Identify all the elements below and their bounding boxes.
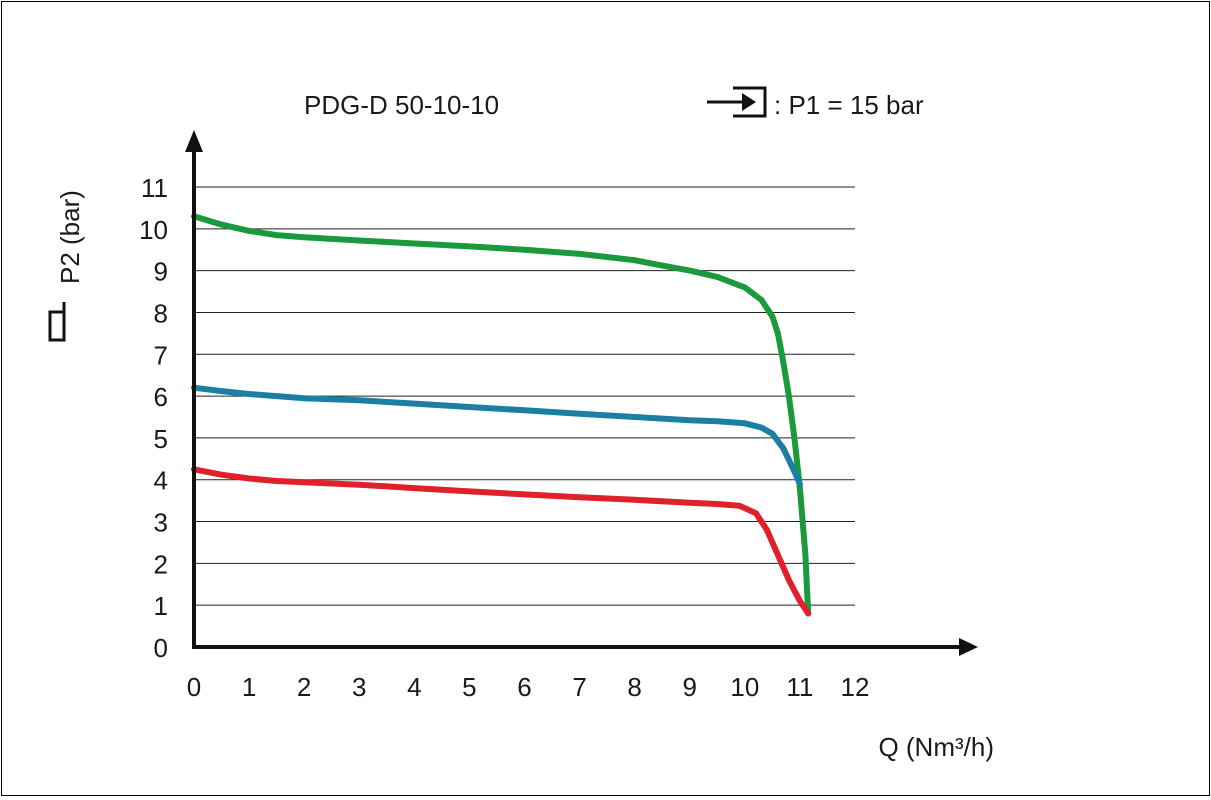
x-axis-title: Q (Nm³/h) [878, 732, 994, 762]
y-tick-label: 7 [154, 340, 168, 370]
y-tick-label: 11 [141, 173, 168, 203]
x-tick-label: 2 [297, 672, 311, 702]
x-tick-label: 3 [352, 672, 366, 702]
y-tick-label: 8 [154, 298, 168, 328]
y-tick-label: 9 [154, 257, 168, 287]
x-tick-label: 6 [517, 672, 531, 702]
axes [185, 130, 978, 656]
y-tick-label: 10 [139, 215, 168, 245]
y-tick-label: 6 [154, 382, 168, 412]
inlet-arrow-icon [707, 86, 767, 118]
x-tick-label: 11 [786, 672, 813, 702]
y-tick-label: 3 [154, 508, 168, 538]
series-line-3 [191, 466, 812, 617]
x-axis-arrow-icon [959, 638, 978, 656]
y-tick-label: 0 [154, 633, 168, 663]
inlet-condition: : P1 = 15 bar [774, 90, 924, 120]
x-tick-label: 12 [841, 672, 870, 702]
series-line-1 [191, 213, 812, 617]
x-tick-label: 8 [627, 672, 641, 702]
chart-title: PDG-D 50-10-10 [304, 90, 499, 120]
x-tick-label: 1 [242, 672, 256, 702]
y-axis-title: P2 (bar) [55, 190, 85, 284]
x-tick-label: 9 [683, 672, 697, 702]
y-tick-label: 2 [154, 549, 168, 579]
x-tick-label: 0 [187, 672, 201, 702]
x-tick-label: 4 [407, 672, 421, 702]
y-tick-label: 5 [154, 424, 168, 454]
x-tick-label: 7 [572, 672, 586, 702]
series-group [191, 213, 812, 617]
y-tick-label: 4 [154, 466, 168, 496]
y-axis-arrow-icon [185, 130, 203, 152]
outlet-arrow-icon [48, 302, 66, 342]
x-tick-label: 5 [462, 672, 476, 702]
series-line-2 [191, 384, 803, 487]
x-tick-label: 10 [730, 672, 759, 702]
y-tick-label: 1 [154, 591, 168, 621]
